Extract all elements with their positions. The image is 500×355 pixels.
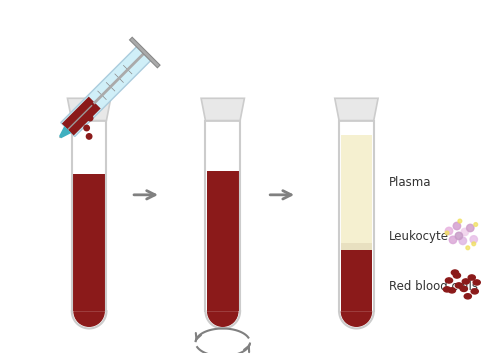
Wedge shape: [206, 311, 240, 328]
Ellipse shape: [444, 287, 450, 292]
FancyBboxPatch shape: [339, 121, 374, 311]
Polygon shape: [61, 45, 152, 137]
Polygon shape: [201, 98, 244, 121]
Circle shape: [470, 236, 478, 243]
Circle shape: [459, 237, 466, 245]
Bar: [340, 250, 372, 311]
Ellipse shape: [464, 294, 471, 299]
Circle shape: [472, 242, 476, 246]
Wedge shape: [339, 311, 374, 328]
Circle shape: [458, 219, 462, 223]
Circle shape: [449, 236, 456, 244]
Circle shape: [445, 231, 449, 235]
Circle shape: [446, 227, 452, 235]
Bar: [340, 242, 372, 250]
Ellipse shape: [456, 283, 462, 288]
Circle shape: [88, 115, 93, 121]
Polygon shape: [68, 98, 111, 121]
Circle shape: [453, 222, 460, 230]
Ellipse shape: [448, 288, 456, 293]
Circle shape: [455, 232, 462, 240]
Bar: [74, 174, 105, 311]
Polygon shape: [59, 126, 72, 138]
Circle shape: [84, 125, 89, 131]
Wedge shape: [74, 311, 105, 327]
Circle shape: [466, 246, 469, 250]
Wedge shape: [207, 311, 238, 327]
Circle shape: [461, 228, 468, 236]
Circle shape: [466, 224, 474, 232]
Ellipse shape: [446, 278, 452, 283]
FancyBboxPatch shape: [72, 121, 106, 311]
Text: Plasma: Plasma: [388, 176, 431, 189]
Circle shape: [86, 134, 92, 139]
Ellipse shape: [462, 279, 469, 284]
Ellipse shape: [471, 289, 478, 294]
Ellipse shape: [452, 270, 458, 275]
Circle shape: [474, 223, 478, 226]
Text: Leukocyte: Leukocyte: [388, 230, 448, 244]
Bar: [207, 170, 238, 311]
Ellipse shape: [473, 280, 480, 285]
Wedge shape: [340, 311, 372, 327]
Polygon shape: [335, 98, 378, 121]
Bar: [340, 135, 372, 242]
Text: Red blood cells: Red blood cells: [388, 280, 478, 293]
Ellipse shape: [460, 286, 468, 291]
Wedge shape: [72, 311, 106, 328]
Polygon shape: [62, 97, 100, 136]
Ellipse shape: [468, 275, 475, 280]
Ellipse shape: [454, 273, 460, 278]
FancyBboxPatch shape: [206, 121, 240, 311]
